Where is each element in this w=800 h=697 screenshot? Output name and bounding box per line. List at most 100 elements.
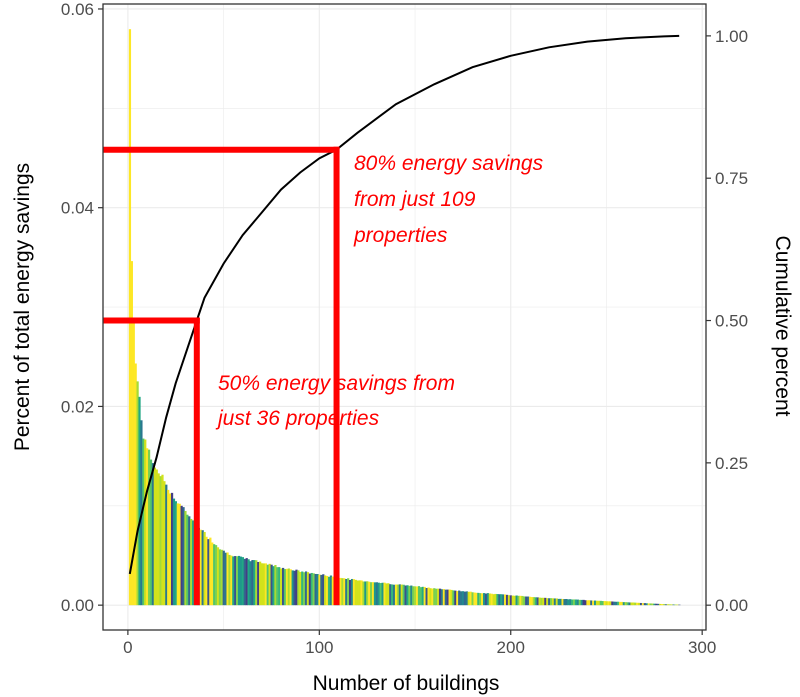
bar: [452, 590, 455, 606]
bar: [419, 587, 423, 606]
bar: [517, 595, 520, 606]
bar: [440, 589, 444, 606]
bar: [345, 579, 348, 606]
x-tick-label: 0: [123, 638, 132, 657]
bar: [674, 604, 677, 606]
bar: [406, 585, 409, 606]
bar: [613, 601, 616, 606]
bar: [527, 596, 530, 606]
bar: [213, 544, 216, 606]
bar: [571, 599, 574, 606]
bar: [544, 597, 547, 606]
bar: [454, 590, 457, 606]
bar: [437, 588, 440, 606]
bar: [182, 507, 185, 606]
bar: [170, 492, 174, 606]
bar: [291, 570, 294, 606]
bar: [402, 584, 405, 606]
bar: [465, 591, 468, 606]
bar: [253, 560, 256, 606]
annotation-80-line-3: properties: [353, 224, 448, 247]
bar: [553, 598, 557, 606]
bar: [590, 600, 593, 606]
bar: [599, 600, 602, 606]
bar: [460, 591, 463, 606]
bar: [423, 586, 426, 606]
bar: [504, 594, 507, 606]
bar: [559, 598, 562, 606]
bar: [435, 588, 438, 606]
bar: [214, 545, 218, 606]
bar: [327, 576, 331, 606]
bar: [532, 597, 535, 606]
bar: [594, 600, 597, 606]
bar: [458, 590, 461, 606]
y-axis-left-label: Percent of total energy savings: [11, 163, 34, 451]
bar: [308, 573, 311, 606]
annotation-80-text: 80% energy savings from just 109 propert…: [353, 152, 544, 247]
bar: [245, 558, 248, 606]
bar: [655, 603, 658, 606]
bar: [421, 586, 424, 606]
bar: [128, 29, 132, 606]
bar: [509, 595, 512, 606]
bar: [348, 580, 352, 606]
bar: [666, 604, 669, 606]
bar: [525, 596, 528, 606]
bar: [565, 598, 568, 606]
bar: [247, 559, 250, 606]
bar: [268, 563, 271, 606]
bar: [237, 555, 241, 606]
bar: [331, 576, 334, 606]
y-axis-right-label: Cumulative percent: [771, 236, 794, 417]
bar: [664, 604, 668, 606]
bar: [318, 574, 321, 606]
bar: [479, 593, 482, 606]
bar: [473, 592, 476, 606]
bar: [400, 584, 403, 606]
bar: [180, 505, 183, 606]
bar: [425, 587, 428, 606]
bar: [239, 556, 243, 606]
bar: [379, 583, 382, 606]
bar: [178, 503, 181, 606]
bar: [521, 595, 524, 606]
bar: [586, 600, 589, 606]
bar: [304, 571, 308, 606]
bar: [228, 554, 231, 606]
bar: [167, 489, 170, 606]
bar: [647, 603, 650, 606]
bar: [205, 536, 208, 606]
bar: [415, 586, 419, 606]
bar: [276, 567, 279, 606]
annotation-50-text: 50% energy savings from just 36 properti…: [215, 372, 455, 430]
bar: [144, 439, 147, 606]
bar: [628, 602, 631, 606]
bar: [272, 566, 275, 606]
bar: [672, 604, 675, 606]
bar: [427, 587, 430, 606]
bar: [572, 599, 576, 606]
bar: [172, 498, 176, 606]
bar: [477, 592, 480, 606]
bar: [446, 589, 449, 606]
annotation-80-line-2: from just 109: [354, 188, 476, 211]
bar: [132, 317, 135, 606]
bar: [515, 595, 518, 606]
bar: [370, 582, 373, 606]
bar: [653, 603, 656, 606]
y-right-tick-label: 0.75: [715, 169, 748, 188]
bar: [540, 597, 543, 606]
bar: [450, 589, 453, 606]
bar: [364, 581, 367, 606]
bar: [176, 503, 179, 606]
bar: [343, 578, 346, 606]
y-left-tick-label: 0.06: [61, 0, 94, 19]
bar: [429, 588, 432, 606]
bar: [306, 572, 310, 606]
bar: [536, 597, 539, 606]
bar: [494, 593, 497, 606]
bar: [630, 602, 633, 606]
bar: [578, 599, 581, 606]
bar: [639, 602, 643, 606]
